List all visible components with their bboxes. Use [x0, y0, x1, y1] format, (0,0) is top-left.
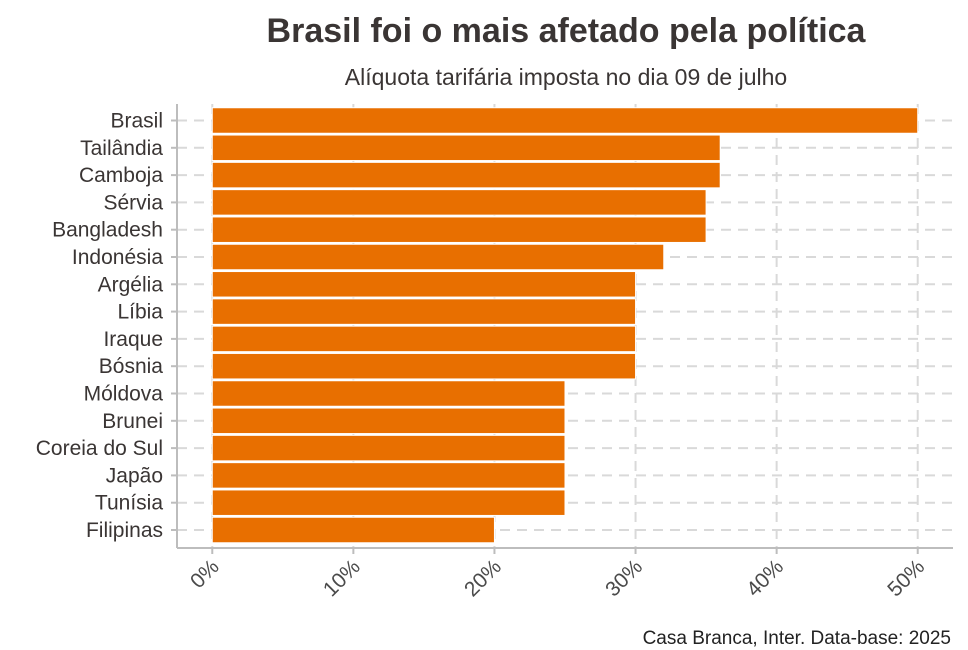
chart-title: Brasil foi o mais afetado pela política	[267, 12, 867, 50]
x-tick-labels: 0% 10% 20% 30% 40% 50%	[186, 555, 929, 601]
x-tick-label: 0%	[186, 555, 224, 593]
bar-bósnia	[211, 352, 637, 380]
category-label: Móldova	[84, 383, 164, 406]
bar-coreia-do-sul	[211, 434, 566, 462]
category-label: Brasil	[110, 110, 163, 133]
x-tick-label: 30%	[601, 555, 647, 601]
bar-japão	[211, 462, 566, 489]
x-tick-label: 50%	[883, 555, 929, 601]
bar-camboja	[211, 161, 721, 189]
category-label: Sérvia	[103, 191, 163, 214]
bar-argélia	[211, 271, 637, 298]
category-label: Iraque	[103, 328, 163, 351]
category-label: Bósnia	[99, 355, 164, 378]
bar-indonésia	[211, 243, 665, 271]
bar-iraque	[211, 325, 637, 353]
bar-tunísia	[211, 489, 566, 516]
x-tick-label: 20%	[460, 555, 506, 601]
category-label: Filipinas	[86, 519, 163, 542]
category-label: Camboja	[79, 164, 163, 187]
category-labels: Brasil Tailândia Camboja Sérvia Bangladesh In…	[36, 110, 164, 543]
category-label: Bangladesh	[52, 219, 163, 242]
bar-filipinas	[211, 516, 495, 544]
bar-bangladesh	[211, 216, 707, 243]
category-label: Tailândia	[80, 137, 163, 160]
x-tick-label: 40%	[742, 555, 788, 601]
chart-subtitle: Alíquota tarifária imposta no dia 09 de …	[345, 64, 787, 90]
x-tick-label: 10%	[319, 555, 365, 601]
bar-brasil	[211, 107, 919, 134]
bar-móldova	[211, 380, 566, 407]
category-label: Argélia	[98, 273, 164, 296]
bar-líbia	[211, 298, 637, 325]
bar-tailândia	[211, 134, 721, 162]
category-label: Japão	[106, 464, 163, 487]
chart-caption: Casa Branca, Inter. Data-base: 2025	[643, 628, 951, 649]
axes	[171, 104, 953, 554]
category-label: Brunei	[102, 410, 163, 433]
category-label: Líbia	[117, 301, 163, 324]
category-label: Coreia do Sul	[36, 437, 163, 460]
bars	[211, 107, 919, 544]
bar-sérvia	[211, 189, 707, 216]
bar-brunei	[211, 407, 566, 435]
category-label: Indonésia	[72, 246, 163, 269]
category-label: Tunísia	[95, 492, 163, 515]
